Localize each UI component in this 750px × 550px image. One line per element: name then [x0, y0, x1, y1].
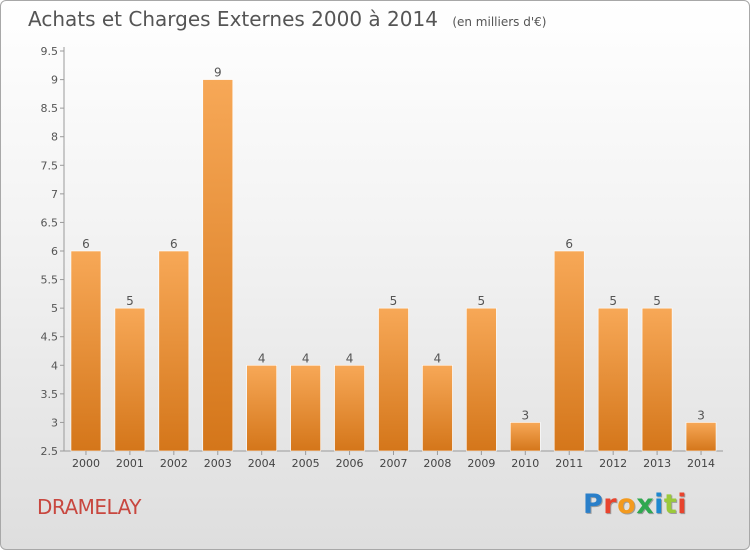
- bar-value-label: 5: [609, 294, 617, 308]
- proxiti-logo[interactable]: Proxiti: [583, 489, 687, 520]
- bar-value-label: 4: [258, 351, 266, 365]
- commune-name: DRAMELAY: [37, 495, 142, 519]
- bar-value-label: 5: [653, 294, 661, 308]
- bar-2011: [553, 250, 585, 452]
- logo-letter: P: [583, 489, 604, 520]
- bar-value-label: 5: [390, 294, 398, 308]
- y-tick-label: 4: [51, 359, 58, 372]
- x-tick-label: 2006: [336, 457, 364, 470]
- x-tick-label: 2001: [116, 457, 144, 470]
- x-tick-label: 2007: [380, 457, 408, 470]
- y-tick-label: 8: [51, 131, 58, 144]
- x-tick-label: 2008: [423, 457, 451, 470]
- x-tick-label: 2002: [160, 457, 188, 470]
- y-tick-label: 7: [51, 188, 58, 201]
- bar-value-label: 9: [214, 66, 222, 80]
- y-tick-label: 5.5: [41, 274, 59, 287]
- y-tick-label: 8.5: [41, 102, 59, 115]
- logo-letter: i: [677, 489, 688, 520]
- y-tick-label: 6.5: [41, 216, 59, 229]
- bar-2009: [466, 307, 497, 452]
- bar-value-label: 3: [697, 408, 705, 422]
- logo-letter: i: [654, 489, 664, 520]
- bar-2013: [641, 307, 673, 452]
- x-tick-label: 2003: [204, 457, 232, 470]
- bar-2005: [290, 364, 321, 452]
- x-tick-label: 2010: [511, 457, 539, 470]
- bar-2002: [158, 250, 190, 452]
- bar-2001: [114, 307, 146, 452]
- bar-2012: [597, 307, 629, 452]
- bar-2010: [509, 422, 541, 452]
- logo-letter: t: [663, 489, 678, 520]
- chart-subtitle: (en milliers d'€): [452, 15, 547, 29]
- x-tick-label: 2005: [292, 457, 320, 470]
- y-tick-label: 9.5: [41, 45, 59, 58]
- bar-2003: [202, 79, 234, 452]
- bar-value-label: 5: [126, 294, 134, 308]
- bar-2000: [70, 250, 102, 452]
- x-tick-label: 2009: [467, 457, 495, 470]
- bar-2008: [422, 364, 453, 452]
- logo-letter: r: [603, 489, 618, 520]
- bar-value-label: 6: [82, 237, 90, 251]
- y-tick-label: 2.5: [41, 445, 59, 458]
- bar-value-label: 4: [434, 351, 442, 365]
- chart-title-block: Achats et Charges Externes 2000 à 2014 (…: [28, 7, 546, 31]
- bar-value-label: 5: [478, 294, 486, 308]
- bar-value-label: 6: [565, 237, 573, 251]
- bar-2006: [334, 364, 365, 452]
- y-tick-label: 4.5: [41, 331, 59, 344]
- bar-value-label: 4: [302, 351, 310, 365]
- y-tick-label: 7.5: [41, 159, 59, 172]
- logo-letter: x: [636, 489, 655, 520]
- y-tick-label: 3: [51, 416, 58, 429]
- x-tick-label: 2012: [599, 457, 627, 470]
- y-tick-label: 6: [51, 245, 58, 258]
- bar-2004: [246, 364, 277, 452]
- x-tick-label: 2014: [687, 457, 715, 470]
- y-tick-label: 3.5: [41, 388, 59, 401]
- y-tick-label: 5: [51, 302, 58, 315]
- bar-value-label: 6: [170, 237, 178, 251]
- x-tick-label: 2011: [555, 457, 583, 470]
- chart-title: Achats et Charges Externes 2000 à 2014: [28, 7, 438, 31]
- bar-2014: [685, 422, 717, 452]
- x-tick-label: 2000: [72, 457, 100, 470]
- bar-2007: [378, 307, 409, 452]
- bar-value-label: 3: [521, 408, 529, 422]
- logo-letter: o: [617, 489, 637, 520]
- x-tick-label: 2013: [643, 457, 671, 470]
- bar-value-label: 4: [346, 351, 354, 365]
- x-tick-label: 2004: [248, 457, 276, 470]
- y-tick-label: 9: [51, 74, 58, 87]
